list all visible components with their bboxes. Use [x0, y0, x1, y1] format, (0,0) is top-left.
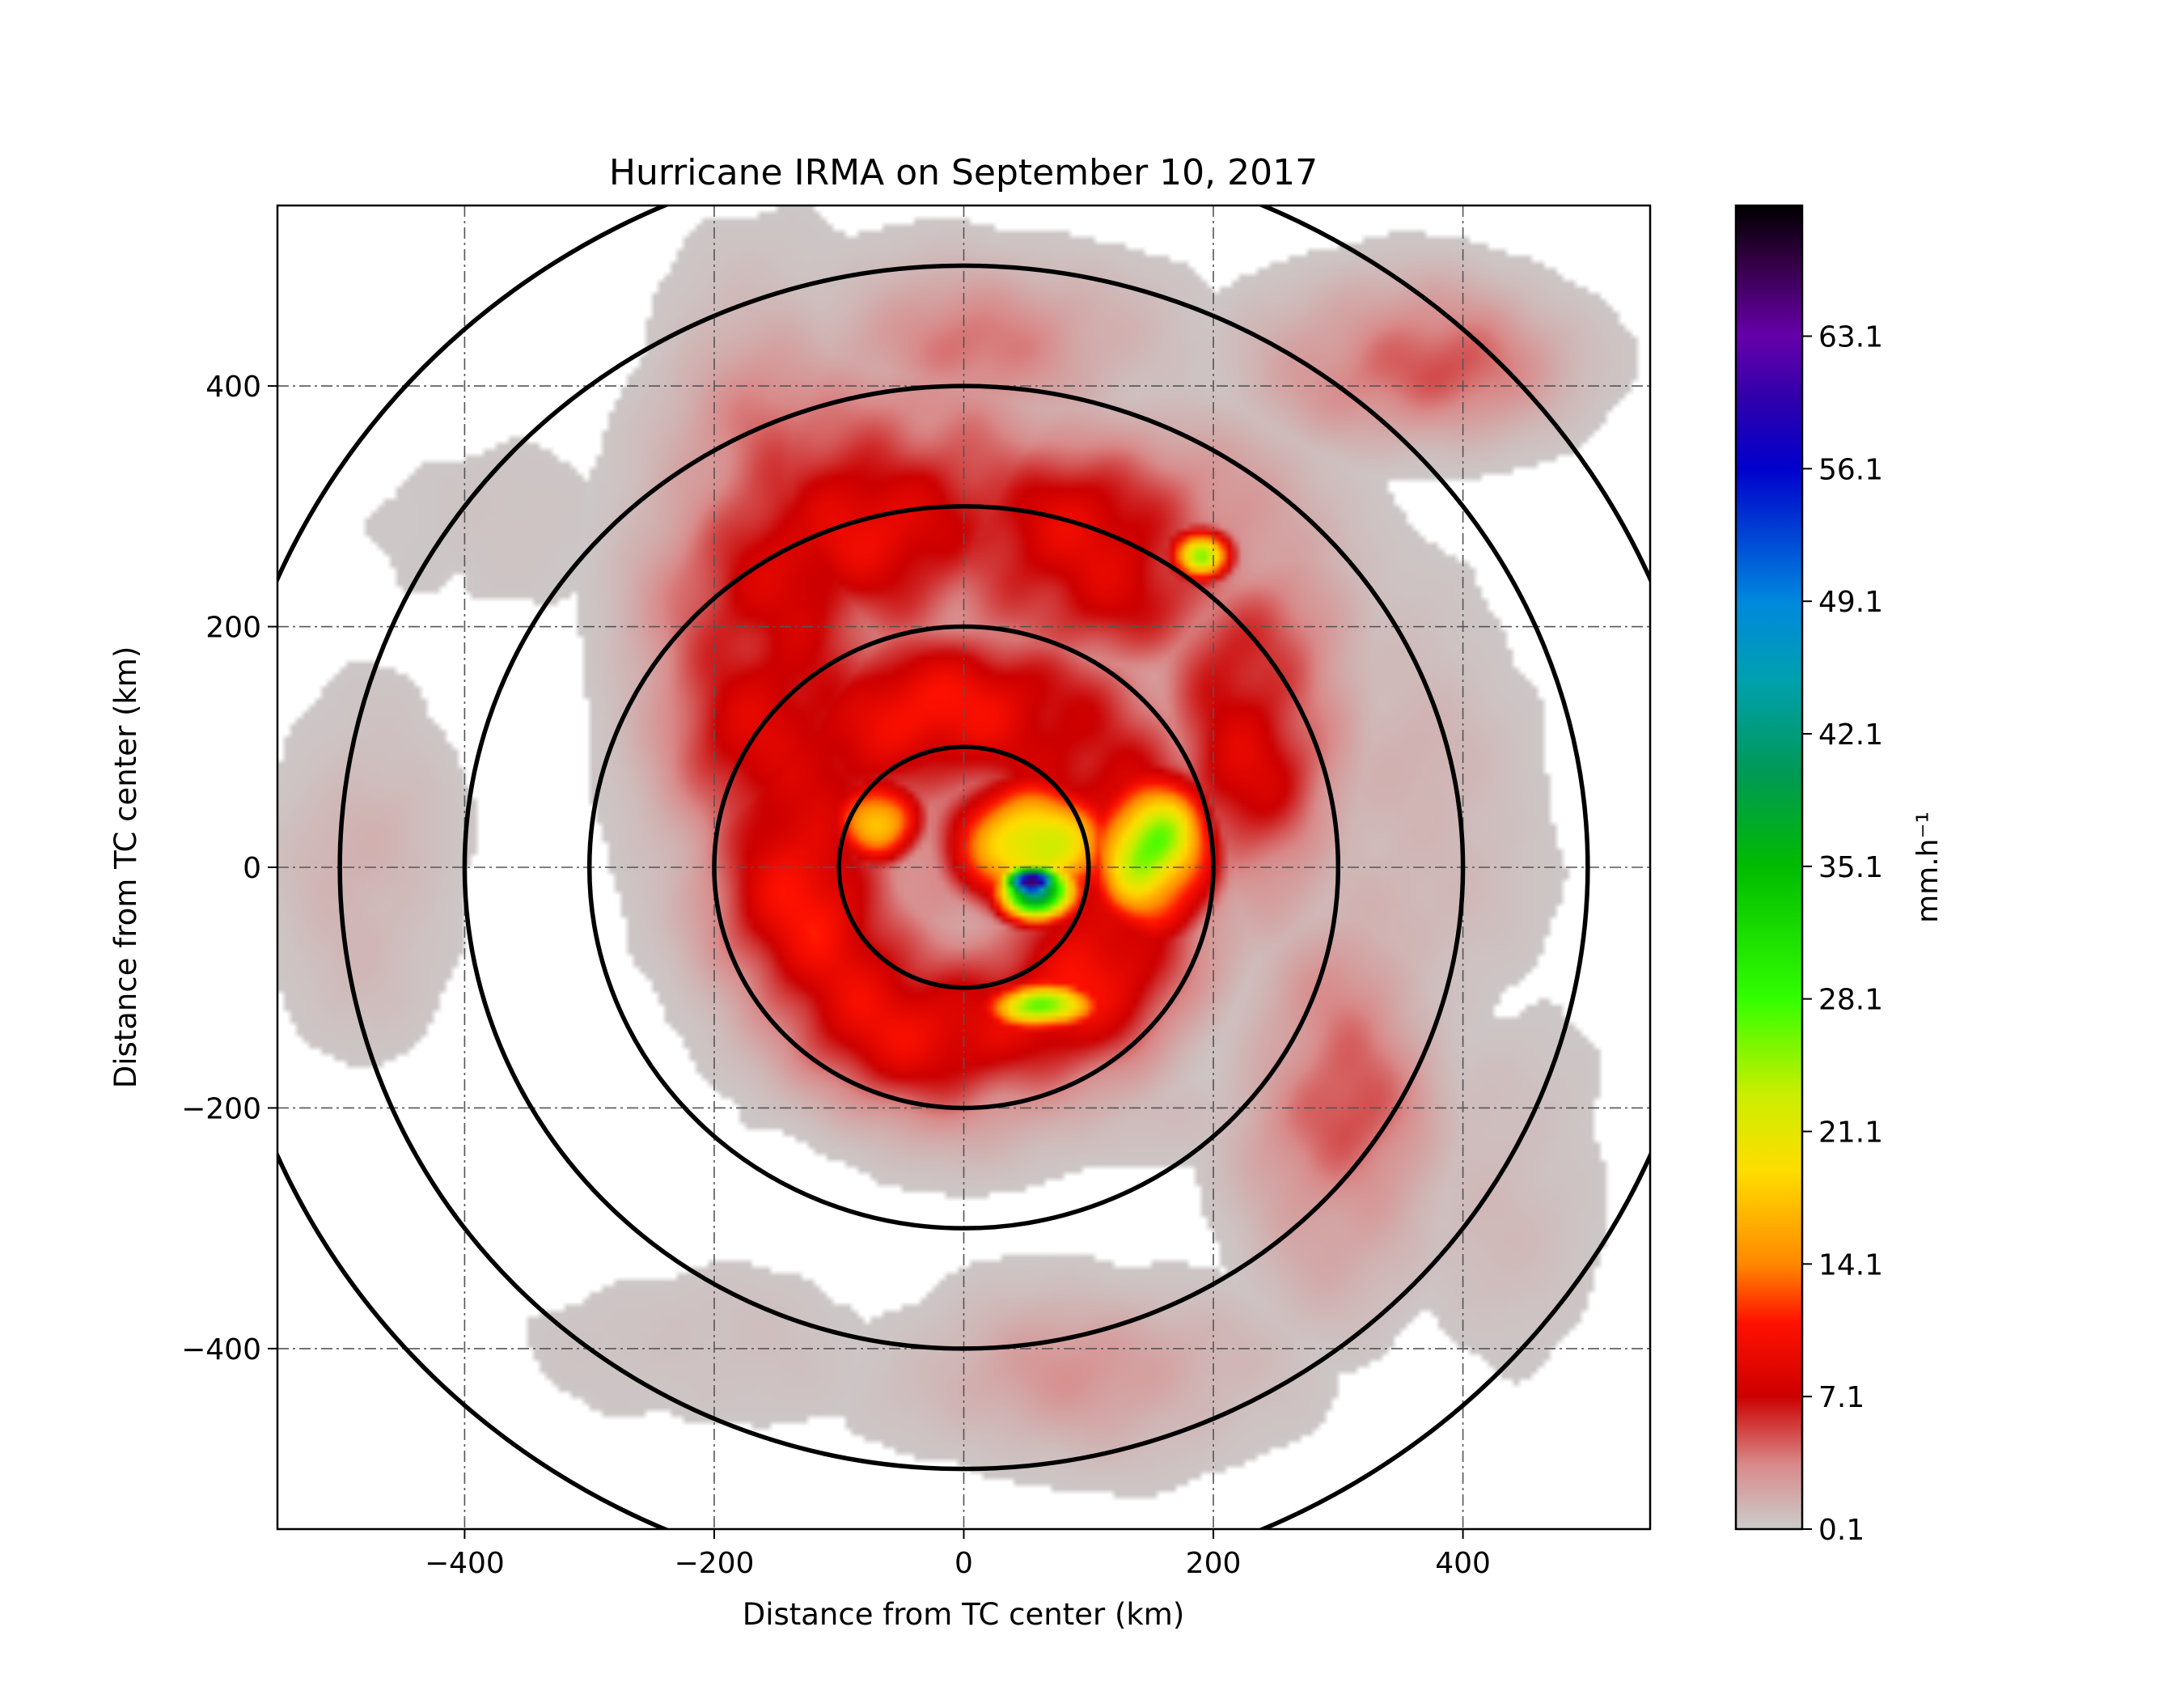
x-tick-label-0: −400	[425, 1547, 505, 1580]
y-axis-ticks: −400 −200 0 200 400	[181, 371, 277, 1366]
colorbar-tick-label-1: 7.1	[1818, 1381, 1864, 1414]
y-tick-label-3: 200	[205, 612, 261, 645]
range-ring-1	[712, 624, 1216, 1111]
y-tick-label-2: 0	[243, 852, 261, 885]
x-axis-ticks: −400 −200 0 200 400	[425, 1529, 1491, 1580]
colorbar-tick-label-5: 35.1	[1818, 851, 1883, 884]
plot-area: −400 −200 0 200 400 −400 −200 0 200 400	[181, 204, 1652, 1580]
y-tick-label-0: −400	[181, 1333, 261, 1366]
range-ring-3	[462, 383, 1466, 1351]
chart-title: Hurricane IRMA on September 10, 2017	[609, 152, 1318, 193]
y-axis-label: Distance from TC center (km)	[108, 646, 143, 1089]
y-tick-label-1: −200	[181, 1092, 261, 1125]
range-ring-2	[586, 504, 1341, 1231]
x-tick-label-4: 400	[1435, 1547, 1491, 1580]
colorbar-frame	[1734, 204, 1804, 1531]
x-axis-label: Distance from TC center (km)	[743, 1597, 1185, 1632]
x-tick-label-2: 0	[954, 1547, 973, 1580]
colorbar-tick-label-4: 28.1	[1818, 984, 1883, 1017]
colorbar-tick-label-2: 14.1	[1818, 1248, 1883, 1282]
colorbar-gradient	[1736, 205, 1802, 1529]
range-ring-4	[337, 263, 1590, 1472]
y-tick-label-4: 400	[205, 371, 261, 404]
colorbar-label: mm.h⁻¹	[1911, 811, 1945, 923]
colorbar-tick-label-6: 42.1	[1818, 718, 1883, 752]
range-ring-0	[836, 744, 1091, 990]
colorbar-tick-label-9: 63.1	[1818, 320, 1883, 354]
colorbar-tick-label-3: 21.1	[1818, 1116, 1883, 1149]
x-tick-label-3: 200	[1186, 1547, 1242, 1580]
range-rings	[277, 205, 1650, 1529]
colorbar-tick-label-7: 49.1	[1818, 586, 1883, 619]
colorbar-tick-label-8: 56.1	[1818, 453, 1883, 486]
x-tick-label-1: −200	[675, 1547, 755, 1580]
colorbar: 0.1 7.1 14.1 21.1 28.1 35.1 42.1 49.1 56.1 63.1 m…	[1734, 204, 1945, 1547]
colorbar-ticks: 0.1 7.1 14.1 21.1 28.1 35.1 42.1 49.1 56.1 63.1	[1802, 320, 1883, 1547]
colorbar-tick-label-0: 0.1	[1818, 1514, 1864, 1547]
